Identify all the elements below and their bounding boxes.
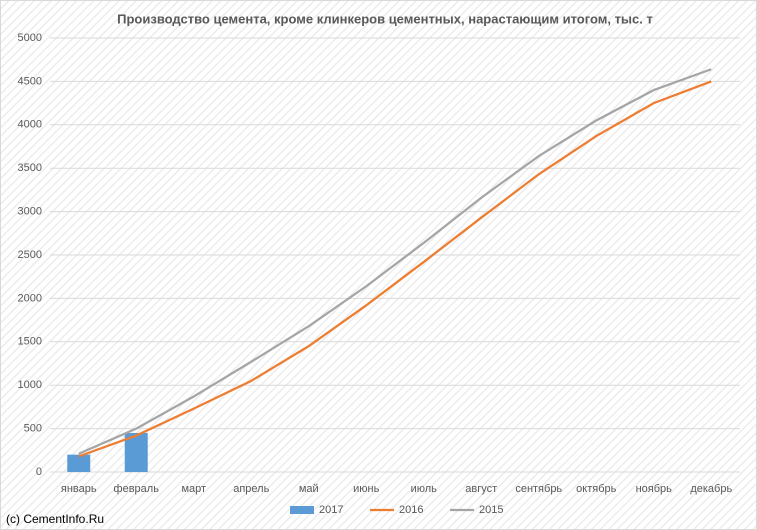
x-tick-label: июнь (353, 483, 379, 495)
x-tick-label: октябрь (576, 483, 616, 495)
x-tick-label: июль (411, 483, 438, 495)
line (78, 80, 712, 458)
y-tick-label: 2000 (18, 292, 42, 304)
x-tick-label: ноябрь (636, 483, 673, 495)
x-tick-label: апрель (233, 483, 269, 495)
x-tick-label: май (299, 483, 319, 495)
legend-swatch (290, 506, 314, 514)
line (78, 68, 712, 455)
y-tick-label: 4000 (18, 119, 42, 131)
x-tick-label: август (465, 483, 497, 495)
y-tick-label: 3500 (18, 162, 42, 174)
x-tick-label: сентябрь (515, 483, 562, 495)
y-tick-label: 3000 (18, 206, 42, 218)
x-tick-label: январь (61, 483, 97, 495)
bar (124, 432, 148, 472)
x-tick-label: февраль (114, 483, 160, 495)
bar (67, 454, 91, 472)
legend-label: 2016 (399, 504, 423, 516)
y-tick-label: 1500 (18, 336, 42, 348)
x-tick-label: март (181, 483, 206, 495)
y-tick-label: 4500 (18, 75, 42, 87)
y-tick-label: 1000 (18, 379, 42, 391)
y-tick-label: 2500 (18, 249, 42, 261)
y-tick-label: 500 (24, 423, 42, 435)
chart-title: Производство цемента, кроме клинкеров це… (117, 11, 653, 26)
x-tick-label: декабрь (690, 483, 732, 495)
y-tick-label: 0 (36, 466, 42, 478)
credit: (c) CementInfo.Ru (6, 512, 104, 526)
y-tick-label: 5000 (18, 32, 42, 44)
legend-label: 2017 (319, 504, 343, 516)
legend-label: 2015 (479, 504, 503, 516)
